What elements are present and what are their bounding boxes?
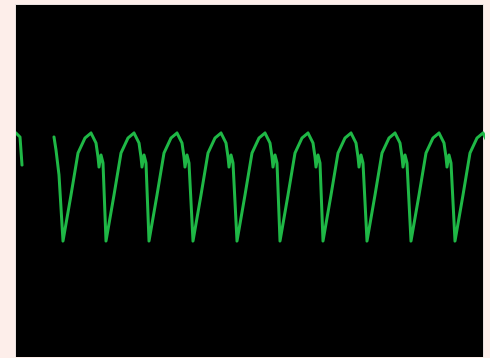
waveform-view xyxy=(16,5,485,358)
page: (() => { // Draws the decorative wavefor… xyxy=(0,0,490,357)
waveform xyxy=(54,133,485,241)
waveform-start xyxy=(16,133,22,165)
monitor-screen xyxy=(15,4,484,357)
